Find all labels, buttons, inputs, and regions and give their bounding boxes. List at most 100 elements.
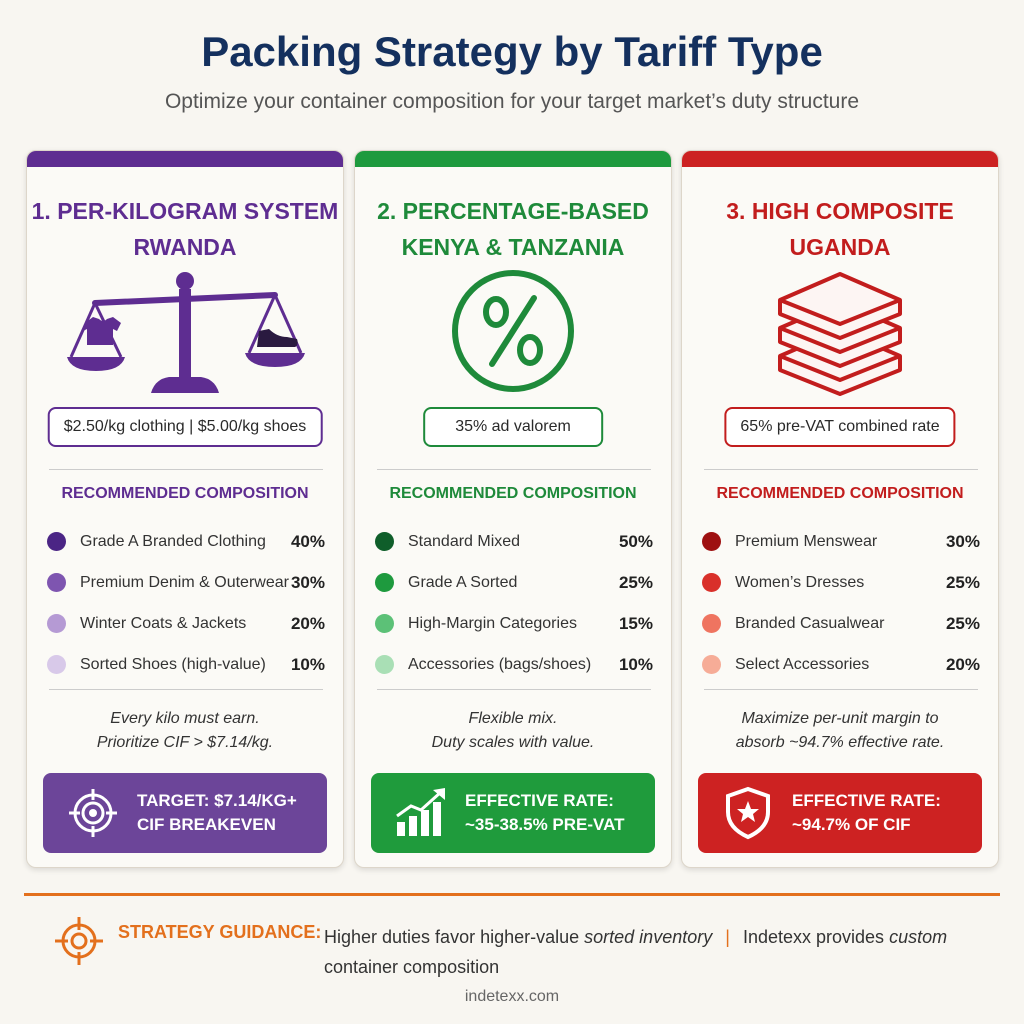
note-line1: Every kilo must earn.	[110, 710, 260, 727]
stacked-layers-icon	[682, 261, 998, 401]
list-item: Select Accessories 20%	[702, 644, 980, 685]
list-item: High-Margin Categories 15%	[375, 603, 653, 644]
guidance-text-part2: Indetexx provides	[742, 927, 885, 947]
composition-list: Premium Menswear 30% Women’s Dresses 25%…	[702, 521, 980, 685]
list-item: Standard Mixed 50%	[375, 521, 653, 562]
list-item: Accessories (bags/shoes) 10%	[375, 644, 653, 685]
rate-box: 65% pre-VAT combined rate	[724, 407, 956, 447]
note-line1: Maximize per-unit margin to	[741, 710, 939, 727]
legend-dot	[375, 655, 394, 674]
legend-dot	[375, 573, 394, 592]
card-high-composite: 3. High Composite Uganda 65% pre-VAT com…	[681, 150, 999, 868]
card-heading-line1: 2. Percentage-Based	[377, 198, 649, 224]
note-line1: Flexible mix.	[468, 710, 558, 727]
recommended-composition-title: RECOMMENDED COMPOSITION	[61, 485, 309, 502]
card-accent-bar	[682, 151, 998, 167]
card-heading-line2: Uganda	[789, 234, 891, 260]
composition-percent: 25%	[945, 572, 980, 592]
composition-label: Grade A Sorted	[408, 573, 518, 591]
composition-percent: 25%	[618, 572, 653, 592]
card-heading-line2: Kenya & Tanzania	[401, 234, 625, 260]
note-line2: absorb ~94.7% effective rate.	[735, 734, 945, 751]
composition-label: Sorted Shoes (high-value)	[80, 655, 266, 673]
composition-label: High-Margin Categories	[408, 614, 577, 632]
card-note: Every kilo must earn. Prioritize CIF > $…	[27, 707, 343, 755]
footer-divider	[24, 893, 1000, 896]
legend-dot	[375, 532, 394, 551]
composition-label: Winter Coats & Jackets	[80, 614, 247, 632]
note-line2: Duty scales with value.	[431, 734, 595, 751]
card-heading-line2: Rwanda	[133, 234, 237, 260]
list-item: Women’s Dresses 25%	[702, 562, 980, 603]
composition-percent: 10%	[290, 654, 325, 674]
card-note: Maximize per-unit margin to absorb ~94.7…	[682, 707, 998, 755]
legend-dot	[47, 532, 66, 551]
growth-chart-icon	[391, 788, 451, 838]
composition-percent: 25%	[945, 613, 980, 633]
target-icon	[63, 788, 123, 838]
recommended-composition-title: RECOMMENDED COMPOSITION	[389, 485, 637, 502]
card-accent-bar	[27, 151, 343, 167]
card-heading-line1: 3. High Composite	[726, 198, 954, 224]
target-line1: Effective Rate:	[465, 791, 614, 810]
target-text: Effective Rate: ~94.7% of CIF	[792, 789, 941, 837]
composition-label: Accessories (bags/shoes)	[408, 655, 592, 673]
divider	[377, 689, 651, 690]
divider	[49, 469, 323, 470]
composition-list: Grade A Branded Clothing 40% Premium Den…	[47, 521, 325, 685]
legend-dot	[47, 614, 66, 633]
target-line1: Effective Rate:	[792, 791, 941, 810]
card-accent-bar	[355, 151, 671, 167]
shield-star-icon	[718, 786, 778, 840]
composition-percent: 10%	[618, 654, 653, 674]
page-title: Packing Strategy by Tariff Type	[201, 28, 823, 75]
target-line2: CIF Breakeven	[137, 815, 276, 834]
card-heading: 3. High Composite Uganda	[682, 193, 998, 265]
target-line1: Target: $7.14/kg+	[137, 791, 297, 810]
list-item: Grade A Sorted 25%	[375, 562, 653, 603]
composition-list: Standard Mixed 50% Grade A Sorted 25% Hi…	[375, 521, 653, 685]
guidance-text-italic2: custom	[889, 927, 948, 947]
balance-scale-icon	[27, 261, 343, 401]
divider	[377, 469, 651, 470]
effective-rate-banner: Effective Rate: ~94.7% of CIF	[698, 773, 982, 853]
legend-dot	[702, 614, 721, 633]
legend-dot	[702, 655, 721, 674]
card-heading: 1. Per-Kilogram System Rwanda	[27, 193, 343, 265]
list-item: Premium Denim & Outerwear 30%	[47, 562, 325, 603]
composition-label: Standard Mixed	[408, 532, 521, 550]
card-percentage-based: 2. Percentage-Based Kenya & Tanzania 35%…	[354, 150, 672, 868]
composition-label: Branded Casualwear	[735, 614, 885, 632]
card-heading: 2. Percentage-Based Kenya & Tanzania	[355, 193, 671, 265]
effective-rate-banner: Effective Rate: ~35-38.5% Pre-VAT	[371, 773, 655, 853]
target-text: Effective Rate: ~35-38.5% Pre-VAT	[465, 789, 625, 837]
card-note: Flexible mix. Duty scales with value.	[355, 707, 671, 755]
guidance-text-part1: Higher duties favor higher-value	[324, 927, 580, 947]
guidance-separator: |	[725, 927, 730, 947]
composition-percent: 15%	[618, 613, 653, 633]
page-subtitle: Optimize your container composition for …	[164, 90, 860, 113]
legend-dot	[375, 614, 394, 633]
list-item: Sorted Shoes (high-value) 10%	[47, 644, 325, 685]
target-banner: Target: $7.14/kg+ CIF Breakeven	[43, 773, 327, 853]
composition-label: Premium Menswear	[735, 532, 878, 550]
composition-percent: 30%	[945, 531, 980, 551]
divider	[49, 689, 323, 690]
rate-box: 35% ad valorem	[423, 407, 603, 447]
note-line2: Prioritize CIF > $7.14/kg.	[96, 734, 274, 751]
card-per-kilogram: 1. Per-Kilogram System Rwanda $2.50/kg c…	[26, 150, 344, 868]
guidance-text-part3: container composition	[324, 957, 500, 977]
composition-label: Premium Denim & Outerwear	[80, 573, 289, 591]
composition-percent: 50%	[618, 531, 653, 551]
target-text: Target: $7.14/kg+ CIF Breakeven	[137, 789, 297, 837]
composition-percent: 30%	[290, 572, 325, 592]
card-heading-line1: 1. Per-Kilogram System	[31, 198, 339, 224]
list-item: Premium Menswear 30%	[702, 521, 980, 562]
recommended-composition-title: RECOMMENDED COMPOSITION	[716, 485, 964, 502]
composition-percent: 20%	[290, 613, 325, 633]
rate-box: $2.50/kg clothing | $5.00/kg shoes	[47, 407, 323, 447]
legend-dot	[47, 573, 66, 592]
composition-label: Women’s Dresses	[735, 573, 865, 591]
list-item: Grade A Branded Clothing 40%	[47, 521, 325, 562]
composition-percent: 20%	[945, 654, 980, 674]
